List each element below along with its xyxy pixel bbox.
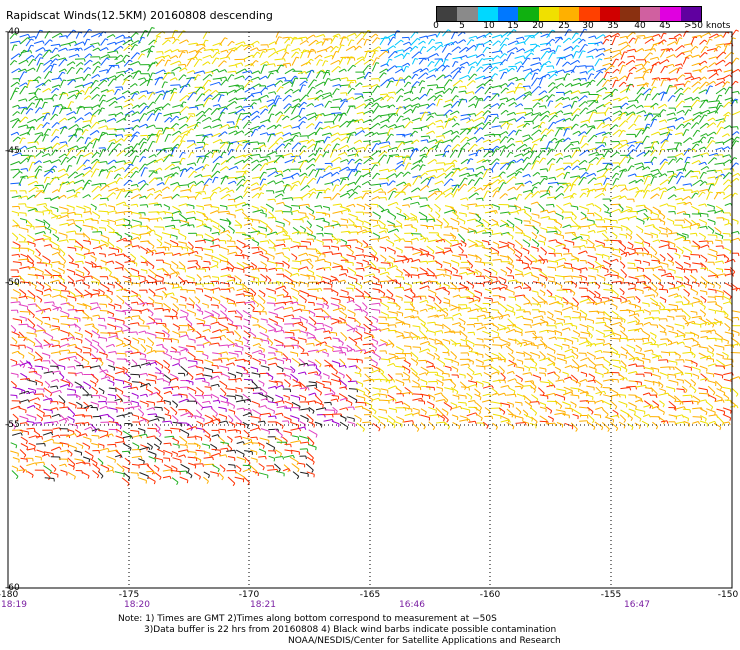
time-label: 18:19 xyxy=(1,600,27,610)
legend-label: 10 xyxy=(483,21,495,31)
grid-lines xyxy=(8,32,732,588)
legend-swatch xyxy=(477,7,498,21)
wind-speed-legend: 0 5 10 15 20 25 30 35 40 45 >50 knots xyxy=(422,4,740,34)
legend-swatch xyxy=(457,7,478,21)
legend-swatch xyxy=(437,7,458,21)
legend-color-bar xyxy=(436,6,702,22)
longitude-label: -175 xyxy=(118,590,140,600)
latitude-label: -60 xyxy=(5,583,20,593)
time-label: 18:21 xyxy=(250,600,276,610)
legend-label: 40 xyxy=(634,21,646,31)
longitude-label: -170 xyxy=(238,590,260,600)
latitude-label: -40 xyxy=(5,27,20,37)
wind-barbs-layer xyxy=(9,27,740,487)
legend-swatch xyxy=(497,7,519,21)
note-line-1: Note: 1) Times are GMT 2)Times along bot… xyxy=(118,614,497,624)
legend-swatch xyxy=(518,7,539,21)
legend-label: 0 xyxy=(433,21,439,31)
latitude-label: -50 xyxy=(5,278,20,288)
time-label: 18:20 xyxy=(124,600,150,610)
time-label: 16:46 xyxy=(399,600,425,610)
legend-swatch xyxy=(558,7,580,21)
time-label: 16:47 xyxy=(624,600,650,610)
legend-label: 30 xyxy=(582,21,594,31)
longitude-label: -180 xyxy=(0,590,19,600)
legend-label: 45 xyxy=(659,21,671,31)
legend-label: >50 knots xyxy=(684,21,731,31)
note-line-3: NOAA/NESDIS/Center for Satellite Applica… xyxy=(288,636,561,646)
legend-label: 5 xyxy=(459,21,465,31)
legend-label: 20 xyxy=(532,21,544,31)
legend-label: 25 xyxy=(558,21,570,31)
map-title: Rapidscat Winds(12.5KM) 20160808 descend… xyxy=(6,9,273,22)
latitude-label: -55 xyxy=(5,420,20,430)
legend-swatch xyxy=(680,7,702,21)
note-line-2: 3)Data buffer is 22 hrs from 20160808 4)… xyxy=(144,625,557,635)
longitude-label: -155 xyxy=(600,590,622,600)
legend-swatch xyxy=(599,7,620,21)
legend-swatch xyxy=(579,7,600,21)
longitude-label: -150 xyxy=(717,590,739,600)
longitude-label: -160 xyxy=(479,590,501,600)
longitude-label: -165 xyxy=(359,590,381,600)
legend-swatch xyxy=(640,7,661,21)
legend-swatch xyxy=(619,7,641,21)
legend-label: 15 xyxy=(507,21,519,31)
latitude-label: -45 xyxy=(5,146,20,156)
legend-label: 35 xyxy=(607,21,619,31)
legend-swatch xyxy=(660,7,681,21)
legend-swatch xyxy=(538,7,559,21)
